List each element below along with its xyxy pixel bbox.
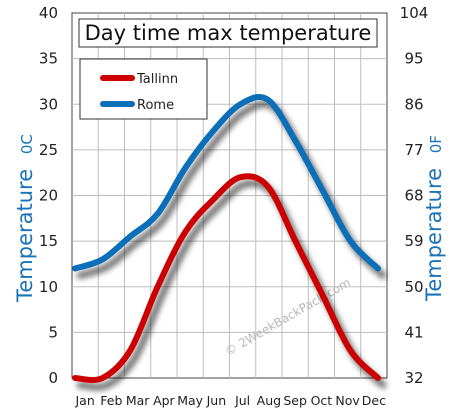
y-left-tick-label: 5 — [48, 323, 58, 341]
y-right-tick-label: 95 — [404, 50, 423, 68]
x-tick-label: Nov — [335, 393, 360, 408]
x-tick-label: Jun — [206, 393, 227, 408]
x-tick-label: May — [177, 393, 203, 408]
y-right-tick-label: 86 — [404, 95, 423, 113]
x-tick-label: Oct — [311, 393, 333, 408]
y-axis-right-unit: 0F — [427, 135, 445, 153]
y-left-tick-label: 25 — [39, 141, 58, 159]
x-tick-label: Feb — [100, 393, 122, 408]
series-lines — [72, 94, 381, 384]
y-axis-left-title: Temperature 0C — [13, 134, 37, 303]
y-axis-right-label: Temperature — [422, 168, 446, 302]
y-left-tick-label: 40 — [39, 4, 58, 22]
x-tick-label: Jul — [234, 393, 250, 408]
y-axis-left-label: Temperature — [13, 169, 37, 303]
y-right-tick-label: 104 — [400, 4, 429, 22]
x-tick-label: Jan — [74, 393, 94, 408]
y-axis-left-ticks: 0 5 10 15 20 25 30 35 40 — [39, 4, 58, 387]
x-tick-label: Dec — [362, 393, 386, 408]
y-right-tick-label: 41 — [404, 323, 423, 341]
y-axis-right-ticks: 32 41 50 59 68 77 86 95 104 — [400, 4, 429, 387]
x-tick-label: Apr — [153, 393, 175, 408]
legend-label-rome: Rome — [137, 98, 174, 113]
y-left-tick-label: 30 — [39, 95, 58, 113]
x-tick-label: Sep — [283, 393, 307, 408]
y-left-tick-label: 0 — [48, 369, 58, 387]
y-left-tick-label: 35 — [39, 50, 58, 68]
x-axis-ticks: Jan Feb Mar Apr May Jun Jul Aug Sep Oct Nov Dec — [74, 393, 386, 408]
y-axis-right-title: Temperature 0F — [422, 135, 446, 302]
x-tick-label: Aug — [257, 393, 281, 408]
y-right-tick-label: 68 — [404, 187, 423, 205]
legend-items: Tallinn Rome — [100, 72, 178, 113]
y-right-tick-label: 77 — [404, 141, 423, 159]
y-right-tick-label: 32 — [404, 369, 423, 387]
legend — [79, 58, 208, 120]
y-left-tick-label: 20 — [39, 187, 58, 205]
y-left-tick-label: 10 — [39, 278, 58, 296]
rome-line — [72, 94, 381, 272]
tallinn-line — [72, 173, 381, 384]
y-right-tick-label: 59 — [404, 232, 423, 250]
chart-title: Day time max temperature — [85, 21, 372, 45]
y-axis-left-unit: 0C — [18, 134, 36, 154]
x-tick-label: Mar — [126, 393, 150, 408]
legend-label-tallinn: Tallinn — [136, 72, 178, 87]
title-box — [78, 18, 378, 48]
y-left-tick-label: 15 — [39, 232, 58, 250]
y-right-tick-label: 50 — [404, 278, 423, 296]
